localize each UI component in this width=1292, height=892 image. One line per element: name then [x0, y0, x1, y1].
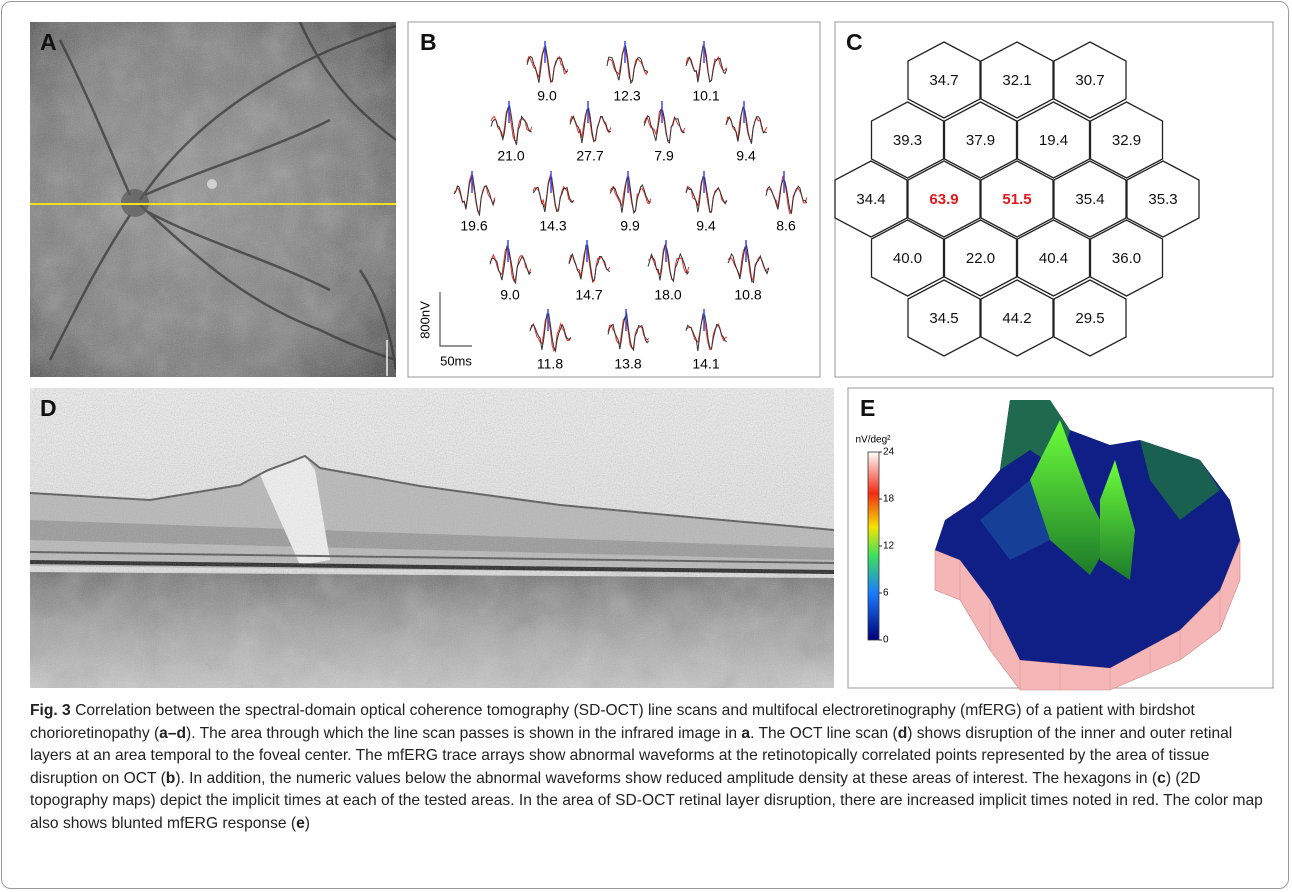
trace-value: 9.9	[620, 218, 640, 234]
trace-value: 9.0	[500, 287, 520, 303]
page: A B 9.0 12.3 10.1 21.0 27.7 7.9 9.4 19.6 14.3 9.9…	[0, 0, 1292, 892]
trace-value: 9.4	[736, 148, 756, 164]
trace-value: 12.3	[613, 88, 640, 104]
hexagon-value: 19.4	[1039, 132, 1068, 149]
trace-value: 8.6	[776, 218, 796, 234]
hexagon-value: 44.2	[1002, 310, 1031, 327]
caption-text: ). In addition, the numeric values below…	[175, 770, 1157, 787]
hexagon-value: 36.0	[1112, 250, 1141, 267]
colorbar	[868, 452, 879, 640]
caption-text: )	[305, 815, 310, 832]
caption-bold: d	[898, 725, 908, 742]
trace-value: 27.7	[576, 148, 603, 164]
hexagon-value: 63.9	[929, 191, 958, 208]
figure-caption: Fig. 3 Correlation between the spectral-…	[30, 700, 1270, 836]
panel-label: E	[860, 395, 875, 421]
caption-bold: Fig. 3	[30, 702, 71, 719]
panel-a-image	[30, 22, 396, 377]
hexagon-value: 51.5	[1002, 191, 1031, 208]
caption-bold: c	[1157, 770, 1166, 787]
panel-label: C	[846, 29, 863, 55]
trace-value: 11.8	[537, 356, 563, 372]
colorbar-tick-label: 12	[883, 541, 895, 552]
caption-bold: e	[296, 815, 305, 832]
caption-bold: a	[741, 725, 750, 742]
trace-value: 7.9	[654, 148, 674, 164]
trace-value: 14.3	[539, 218, 566, 234]
trace-value: 14.1	[692, 356, 719, 372]
hexagon-value: 30.7	[1075, 72, 1104, 89]
colorbar-tick-label: 6	[883, 588, 889, 599]
colorbar-tick-label: 0	[883, 635, 889, 646]
hexagon-value: 40.4	[1039, 250, 1068, 267]
colorbar-tick-label: 24	[883, 447, 895, 458]
trace-value: 9.0	[537, 88, 557, 104]
trace-value: 14.7	[575, 287, 602, 303]
hexagon-value: 34.4	[856, 191, 885, 208]
panel-label: D	[40, 395, 57, 421]
hexagon-value: 34.5	[929, 310, 958, 327]
colorbar-tick-label: 18	[883, 494, 895, 505]
hexagon-value: 37.9	[966, 132, 995, 149]
hexagon-value: 32.1	[1002, 72, 1031, 89]
panel-label: A	[40, 29, 57, 55]
figure: A B 9.0 12.3 10.1 21.0 27.7 7.9 9.4 19.6 14.3 9.9…	[0, 0, 1292, 695]
caption-text: ). The area through which the line scan …	[186, 725, 741, 742]
trace-value: 10.8	[734, 287, 761, 303]
caption-bold: b	[166, 770, 176, 787]
colorbar-title: nV/deg²	[855, 435, 891, 446]
trace-value: 19.6	[460, 218, 487, 234]
hexagon-value: 39.3	[893, 132, 922, 149]
hexagon-value: 35.3	[1148, 191, 1177, 208]
trace-value: 18.0	[654, 287, 681, 303]
scale-y-label: 800nV	[417, 301, 432, 339]
hexagon-value: 35.4	[1075, 191, 1104, 208]
hexagon-value: 32.9	[1112, 132, 1141, 149]
caption-text: . The OCT line scan (	[750, 725, 898, 742]
trace-value: 10.1	[692, 88, 719, 104]
hexagon-value: 34.7	[929, 72, 958, 89]
hexagon-value: 29.5	[1075, 310, 1104, 327]
trace-value: 9.4	[696, 218, 716, 234]
hexagon-value: 22.0	[966, 250, 995, 267]
trace-value: 13.8	[614, 356, 641, 372]
scale-x-label: 50ms	[440, 353, 472, 368]
panel-label: B	[420, 29, 437, 55]
caption-bold: a–d	[159, 725, 186, 742]
panel-b-frame	[408, 22, 820, 377]
hexagon-value: 40.0	[893, 250, 922, 267]
trace-value: 21.0	[497, 148, 524, 164]
panel-d-image	[30, 388, 834, 688]
